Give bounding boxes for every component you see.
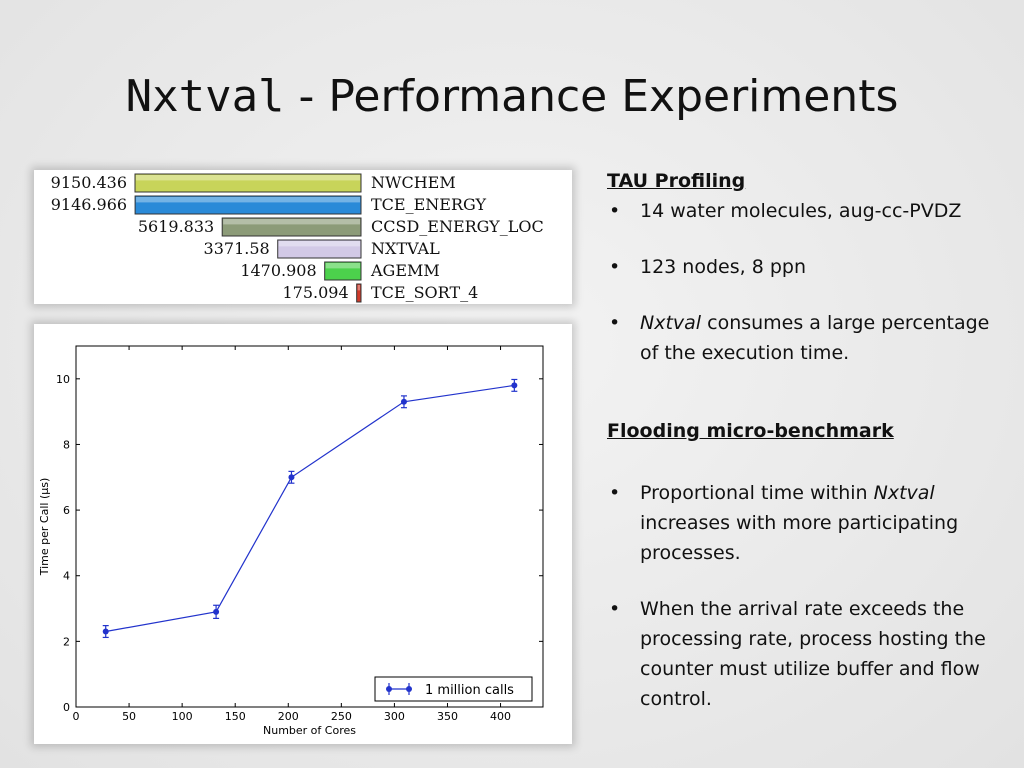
tau-bar [134, 195, 362, 215]
tau-heading: TAU Profiling [607, 170, 746, 192]
x-tick-label: 100 [172, 710, 193, 723]
y-tick-label: 2 [63, 635, 70, 648]
tau-value: 3371.58 [204, 239, 270, 258]
tau-value: 9146.966 [51, 195, 127, 214]
tau-bar-highlight [278, 241, 360, 247]
data-point [400, 395, 407, 409]
plot-frame [75, 345, 544, 708]
bullet-text: 14 water molecules, aug-cc-PVDZ [640, 200, 962, 222]
x-tick-label: 350 [437, 710, 458, 723]
data-marker [102, 628, 109, 635]
data-point [288, 470, 295, 484]
tau-name: NXTVAL [371, 239, 440, 258]
bullet-text: When the arrival rate exceeds the proces… [640, 598, 986, 710]
bullet-dot: • [609, 482, 621, 504]
bullet-text: increases with more participating proces… [640, 512, 959, 564]
tau-bar [221, 217, 362, 237]
bullet-dot: • [609, 256, 621, 278]
bullet-item: • When the arrival rate exceeds the proce… [607, 594, 1007, 714]
legend-marker [406, 686, 412, 692]
bullet-item: • 14 water molecules, aug-cc-PVDZ [607, 196, 1007, 226]
tau-row: 9150.436 NWCHEM [51, 173, 456, 193]
tau-row: 9146.966 TCE_ENERGY [51, 195, 487, 215]
x-tick-label: 400 [490, 710, 511, 723]
benchmark-plot-panel: 0 50 100 150 200 250 300 350 400 0 2 4 6 8 10 Number of… [34, 324, 572, 744]
y-axis-label: Time per Call (μs) [38, 478, 51, 577]
data-point [511, 378, 518, 392]
slide-title: Nxtval - Performance Experiments [0, 68, 1024, 122]
tau-name: NWCHEM [371, 173, 456, 192]
data-marker [400, 398, 407, 405]
data-point [102, 625, 109, 639]
tau-name: TCE_ENERGY [371, 195, 487, 214]
y-tick-label: 0 [63, 701, 70, 714]
bullet-item: • 123 nodes, 8 ppn [607, 252, 1007, 282]
benchmark-plot: 0 50 100 150 200 250 300 350 400 0 2 4 6 8 10 Number of… [38, 345, 544, 737]
bullet-dot: • [609, 598, 621, 620]
tau-row: 175.094 TCE_SORT_4 [283, 283, 478, 303]
title-nxtval: Nxtval [125, 71, 285, 122]
tau-value: 1470.908 [240, 261, 316, 280]
y-tick-label: 4 [63, 570, 70, 583]
bullet-item: • Nxtval consumes a large percentage of t… [607, 308, 1007, 368]
data-marker [511, 382, 518, 389]
tau-bar-highlight [325, 263, 360, 269]
data-point [213, 604, 220, 619]
x-tick-label: 0 [73, 710, 80, 723]
bullet-text: consumes a large percentage of the execu… [640, 312, 990, 364]
tau-row: 3371.58 NXTVAL [204, 239, 440, 259]
tau-bar-highlight [357, 285, 360, 291]
y-tick-label: 10 [56, 373, 70, 386]
tau-value: 175.094 [283, 283, 349, 302]
tau-name: AGEMM [370, 261, 440, 280]
bullet-item: • Proportional time within Nxtval increas… [607, 478, 1007, 568]
x-tick-label: 250 [331, 710, 352, 723]
tau-bar-highlight [223, 219, 360, 225]
tau-row: 5619.833 CCSD_ENERGY_LOC [138, 217, 544, 237]
nxtval-emphasis: Nxtval [873, 482, 935, 504]
tau-profile-panel: 9150.436 NWCHEM 9146.966 TCE_ENERGY 5619.833… [34, 170, 572, 304]
bullet-text: Proportional time within [640, 482, 874, 504]
flooding-heading: Flooding micro-benchmark [607, 420, 894, 442]
tau-value: 5619.833 [138, 217, 214, 236]
tau-profile-chart: 9150.436 NWCHEM 9146.966 TCE_ENERGY 5619.833… [51, 173, 544, 303]
nxtval-emphasis: Nxtval [640, 312, 702, 334]
legend-marker [386, 686, 392, 692]
x-tick-label: 150 [225, 710, 246, 723]
tau-bar [324, 261, 362, 281]
tau-row: 1470.908 AGEMM [240, 261, 440, 281]
tau-bar [356, 283, 362, 303]
legend-label: 1 million calls [425, 683, 514, 698]
x-tick-label: 300 [384, 710, 405, 723]
tau-name: TCE_SORT_4 [371, 283, 478, 302]
tau-name: CCSD_ENERGY_LOC [371, 217, 544, 236]
tau-bar [277, 239, 362, 259]
x-tick-label: 50 [122, 710, 136, 723]
x-tick-label: 200 [278, 710, 299, 723]
legend: 1 million calls [374, 676, 533, 702]
y-tick-label: 6 [63, 504, 70, 517]
bullet-text: 123 nodes, 8 ppn [640, 256, 806, 278]
data-marker [213, 608, 220, 615]
tau-bar [134, 173, 362, 193]
title-rest: - Performance Experiments [284, 71, 899, 122]
bullet-dot: • [609, 312, 621, 334]
tau-bar-highlight [136, 175, 360, 181]
tau-bar-highlight [136, 197, 360, 203]
notes-column: TAU Profiling • 14 water molecules, aug-c… [607, 166, 1007, 714]
tau-value: 9150.436 [51, 173, 127, 192]
bullet-dot: • [609, 200, 621, 222]
x-axis-label: Number of Cores [263, 724, 356, 737]
data-marker [288, 474, 295, 481]
y-tick-label: 8 [63, 438, 70, 451]
